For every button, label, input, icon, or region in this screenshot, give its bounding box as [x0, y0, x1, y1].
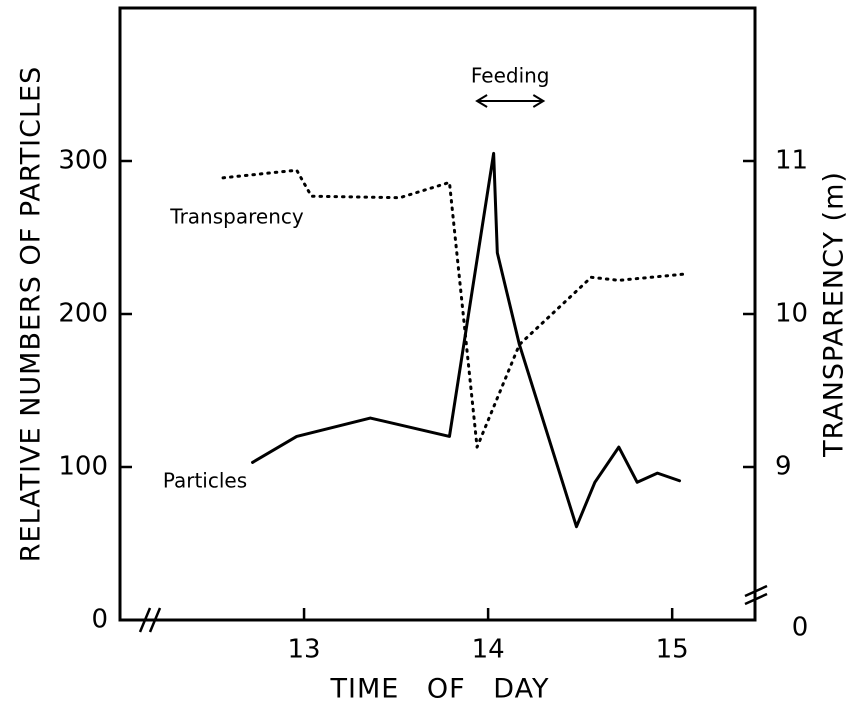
y-axis-label: RELATIVE NUMBERS OF PARTICLES [16, 66, 47, 562]
annotation: Feeding [471, 64, 550, 88]
axis-break [138, 584, 768, 633]
y-tick-label: 200 [58, 299, 108, 329]
x-tick-label: 14 [472, 635, 505, 665]
x-axis-label: TIME OF DAY [330, 674, 550, 705]
x-tick-label: 13 [288, 635, 321, 665]
y2-axis-label: TRANSPARENCY (m) [819, 171, 850, 458]
annotation-arrow [475, 94, 546, 108]
y-tick-label: 100 [58, 452, 108, 482]
y2-tick-label: 10 [775, 299, 808, 329]
x-tick-label: 15 [656, 635, 689, 665]
line-series [251, 151, 682, 529]
y2-break-label: 0 [792, 613, 809, 643]
series-label: Particles [163, 469, 247, 493]
series-label: Transparency [169, 205, 304, 229]
plot-frame [118, 6, 757, 622]
y2-tick-label: 9 [775, 452, 792, 482]
y-tick-label: 0 [91, 605, 108, 635]
y-tick-label: 300 [58, 146, 108, 176]
y2-tick-label: 11 [775, 146, 808, 176]
line-series [221, 168, 685, 449]
